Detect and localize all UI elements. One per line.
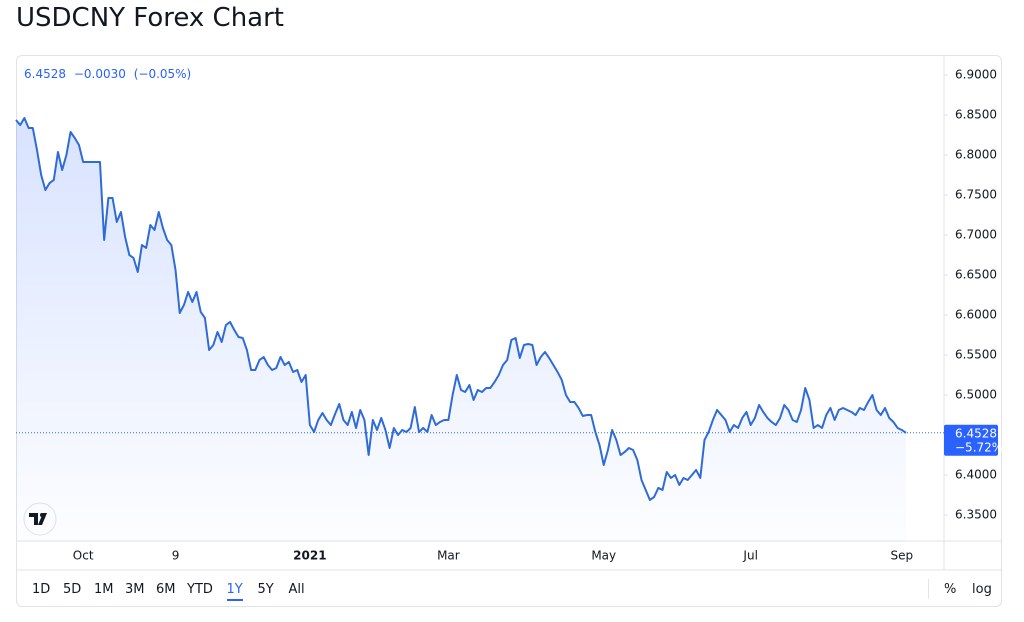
y-tick-label: 6.3500 xyxy=(955,508,997,522)
quote-change-percent: (−0.05%) xyxy=(134,67,192,81)
y-tick-label: 6.5500 xyxy=(955,348,997,362)
y-tick-label: 6.8500 xyxy=(955,108,997,122)
toolbar: 1D 5D 1M 3M 6M YTD 1Y 5Y All% log xyxy=(16,571,1002,607)
line xyxy=(15,116,907,501)
quote-legend: 6.4528 −0.0030 (−0.05%) xyxy=(24,67,191,81)
toolbar-separator xyxy=(928,579,929,599)
range-button[interactable]: 3M xyxy=(125,582,145,597)
last-price-box xyxy=(944,424,998,456)
range-button[interactable]: YTD xyxy=(187,582,213,597)
scale-button[interactable]: log xyxy=(972,582,992,597)
range-button[interactable]: 6M xyxy=(156,582,176,597)
y-tick-label: 6.9000 xyxy=(955,68,997,82)
range-button[interactable]: 1Y xyxy=(226,571,243,607)
area xyxy=(16,117,906,542)
x-tick-label: 9 xyxy=(172,549,180,563)
y-tick-label: 6.6500 xyxy=(955,268,997,282)
x-tick-label: Sep xyxy=(890,549,913,563)
y-tick-label: 6.6000 xyxy=(955,308,997,322)
range-button[interactable]: All xyxy=(288,582,305,597)
x-tick-label: Jul xyxy=(742,549,757,563)
y-tick-label: 6.8000 xyxy=(955,148,997,162)
y-tick-label: 6.7500 xyxy=(955,188,997,202)
x-tick-label: Mar xyxy=(437,549,460,563)
range-button[interactable]: 1M xyxy=(94,582,114,597)
quote-price: 6.4528 xyxy=(24,67,66,81)
x-tick-label: 2021 xyxy=(293,549,326,563)
x-tick-label: Oct xyxy=(73,549,94,563)
range-button[interactable]: 5Y xyxy=(257,582,274,597)
y-tick-label: 6.5000 xyxy=(955,388,997,402)
range-button[interactable]: 5D xyxy=(63,582,82,597)
quote-change: −0.0030 xyxy=(74,67,126,81)
x-tick-label: May xyxy=(591,549,616,563)
scale-button[interactable]: % xyxy=(944,582,957,597)
last-change-label: −5.72% xyxy=(955,440,1003,454)
y-tick-label: 6.4000 xyxy=(955,468,997,482)
last-price-label: 6.4528 xyxy=(955,426,997,440)
y-tick-label: 6.7000 xyxy=(955,228,997,242)
range-button[interactable]: 1D xyxy=(32,582,51,597)
page-title: USDCNY Forex Chart xyxy=(16,3,284,33)
